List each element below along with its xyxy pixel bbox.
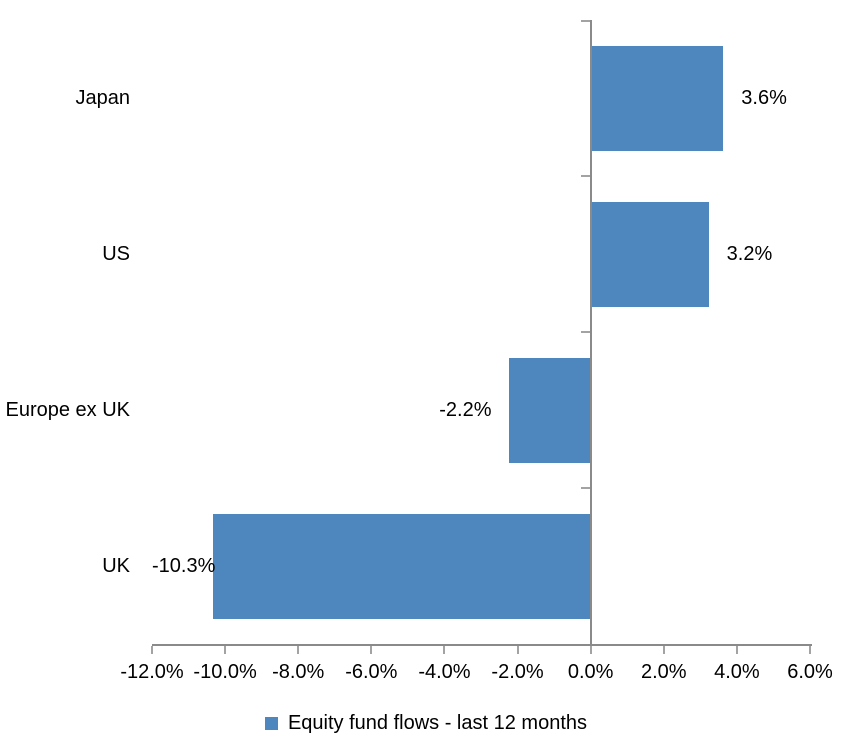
- x-tick: [370, 646, 373, 654]
- category-label: Japan: [75, 87, 131, 109]
- x-tick-label: -8.0%: [272, 661, 325, 683]
- x-tick-label: 6.0%: [787, 661, 833, 683]
- x-tick-label: 4.0%: [714, 661, 760, 683]
- category-label: Europe ex UK: [5, 399, 130, 421]
- bar-data-label: 3.2%: [726, 243, 773, 265]
- category-tick: [580, 331, 590, 333]
- bar-data-label: -10.3%: [152, 555, 216, 577]
- plot-area: -12.0% -10.0% -8.0% -6.0% -4.0% -2.0% 0.0% 2.0%…: [5, 20, 833, 683]
- category-tick: [580, 175, 590, 177]
- x-tick-label: -2.0%: [491, 661, 544, 683]
- category-tick: [580, 20, 590, 22]
- x-axis-line: [152, 644, 812, 646]
- legend-label: Equity fund flows - last 12 months: [287, 712, 588, 734]
- category-label: US: [102, 243, 130, 265]
- x-tick: [662, 646, 665, 654]
- x-tick-label: -4.0%: [418, 661, 471, 683]
- bar-data-label: 3.6%: [741, 87, 787, 109]
- x-tick: [809, 646, 811, 654]
- x-tick: [589, 646, 592, 654]
- bar-data-label: -2.2%: [439, 399, 492, 421]
- bar: [591, 45, 724, 151]
- x-tick-label: -12.0%: [120, 661, 184, 683]
- x-tick-label: -6.0%: [345, 661, 398, 683]
- x-tick: [297, 646, 300, 654]
- bar: [509, 357, 590, 463]
- x-tick: [151, 646, 153, 654]
- category-tick: [580, 487, 590, 489]
- x-tick-label: 0.0%: [567, 661, 614, 683]
- bar: [213, 513, 590, 619]
- x-tick-label: -10.0%: [193, 661, 257, 683]
- x-tick: [443, 646, 446, 654]
- x-tick: [224, 646, 227, 654]
- category-axis-line: [589, 20, 592, 646]
- x-tick: [735, 646, 738, 654]
- x-tick-label: 2.0%: [640, 661, 687, 683]
- legend: Equity fund flows - last 12 months: [0, 706, 852, 740]
- bar: [591, 201, 709, 307]
- x-tick: [516, 646, 519, 654]
- category-label: UK: [102, 555, 130, 577]
- legend-swatch: [264, 716, 278, 730]
